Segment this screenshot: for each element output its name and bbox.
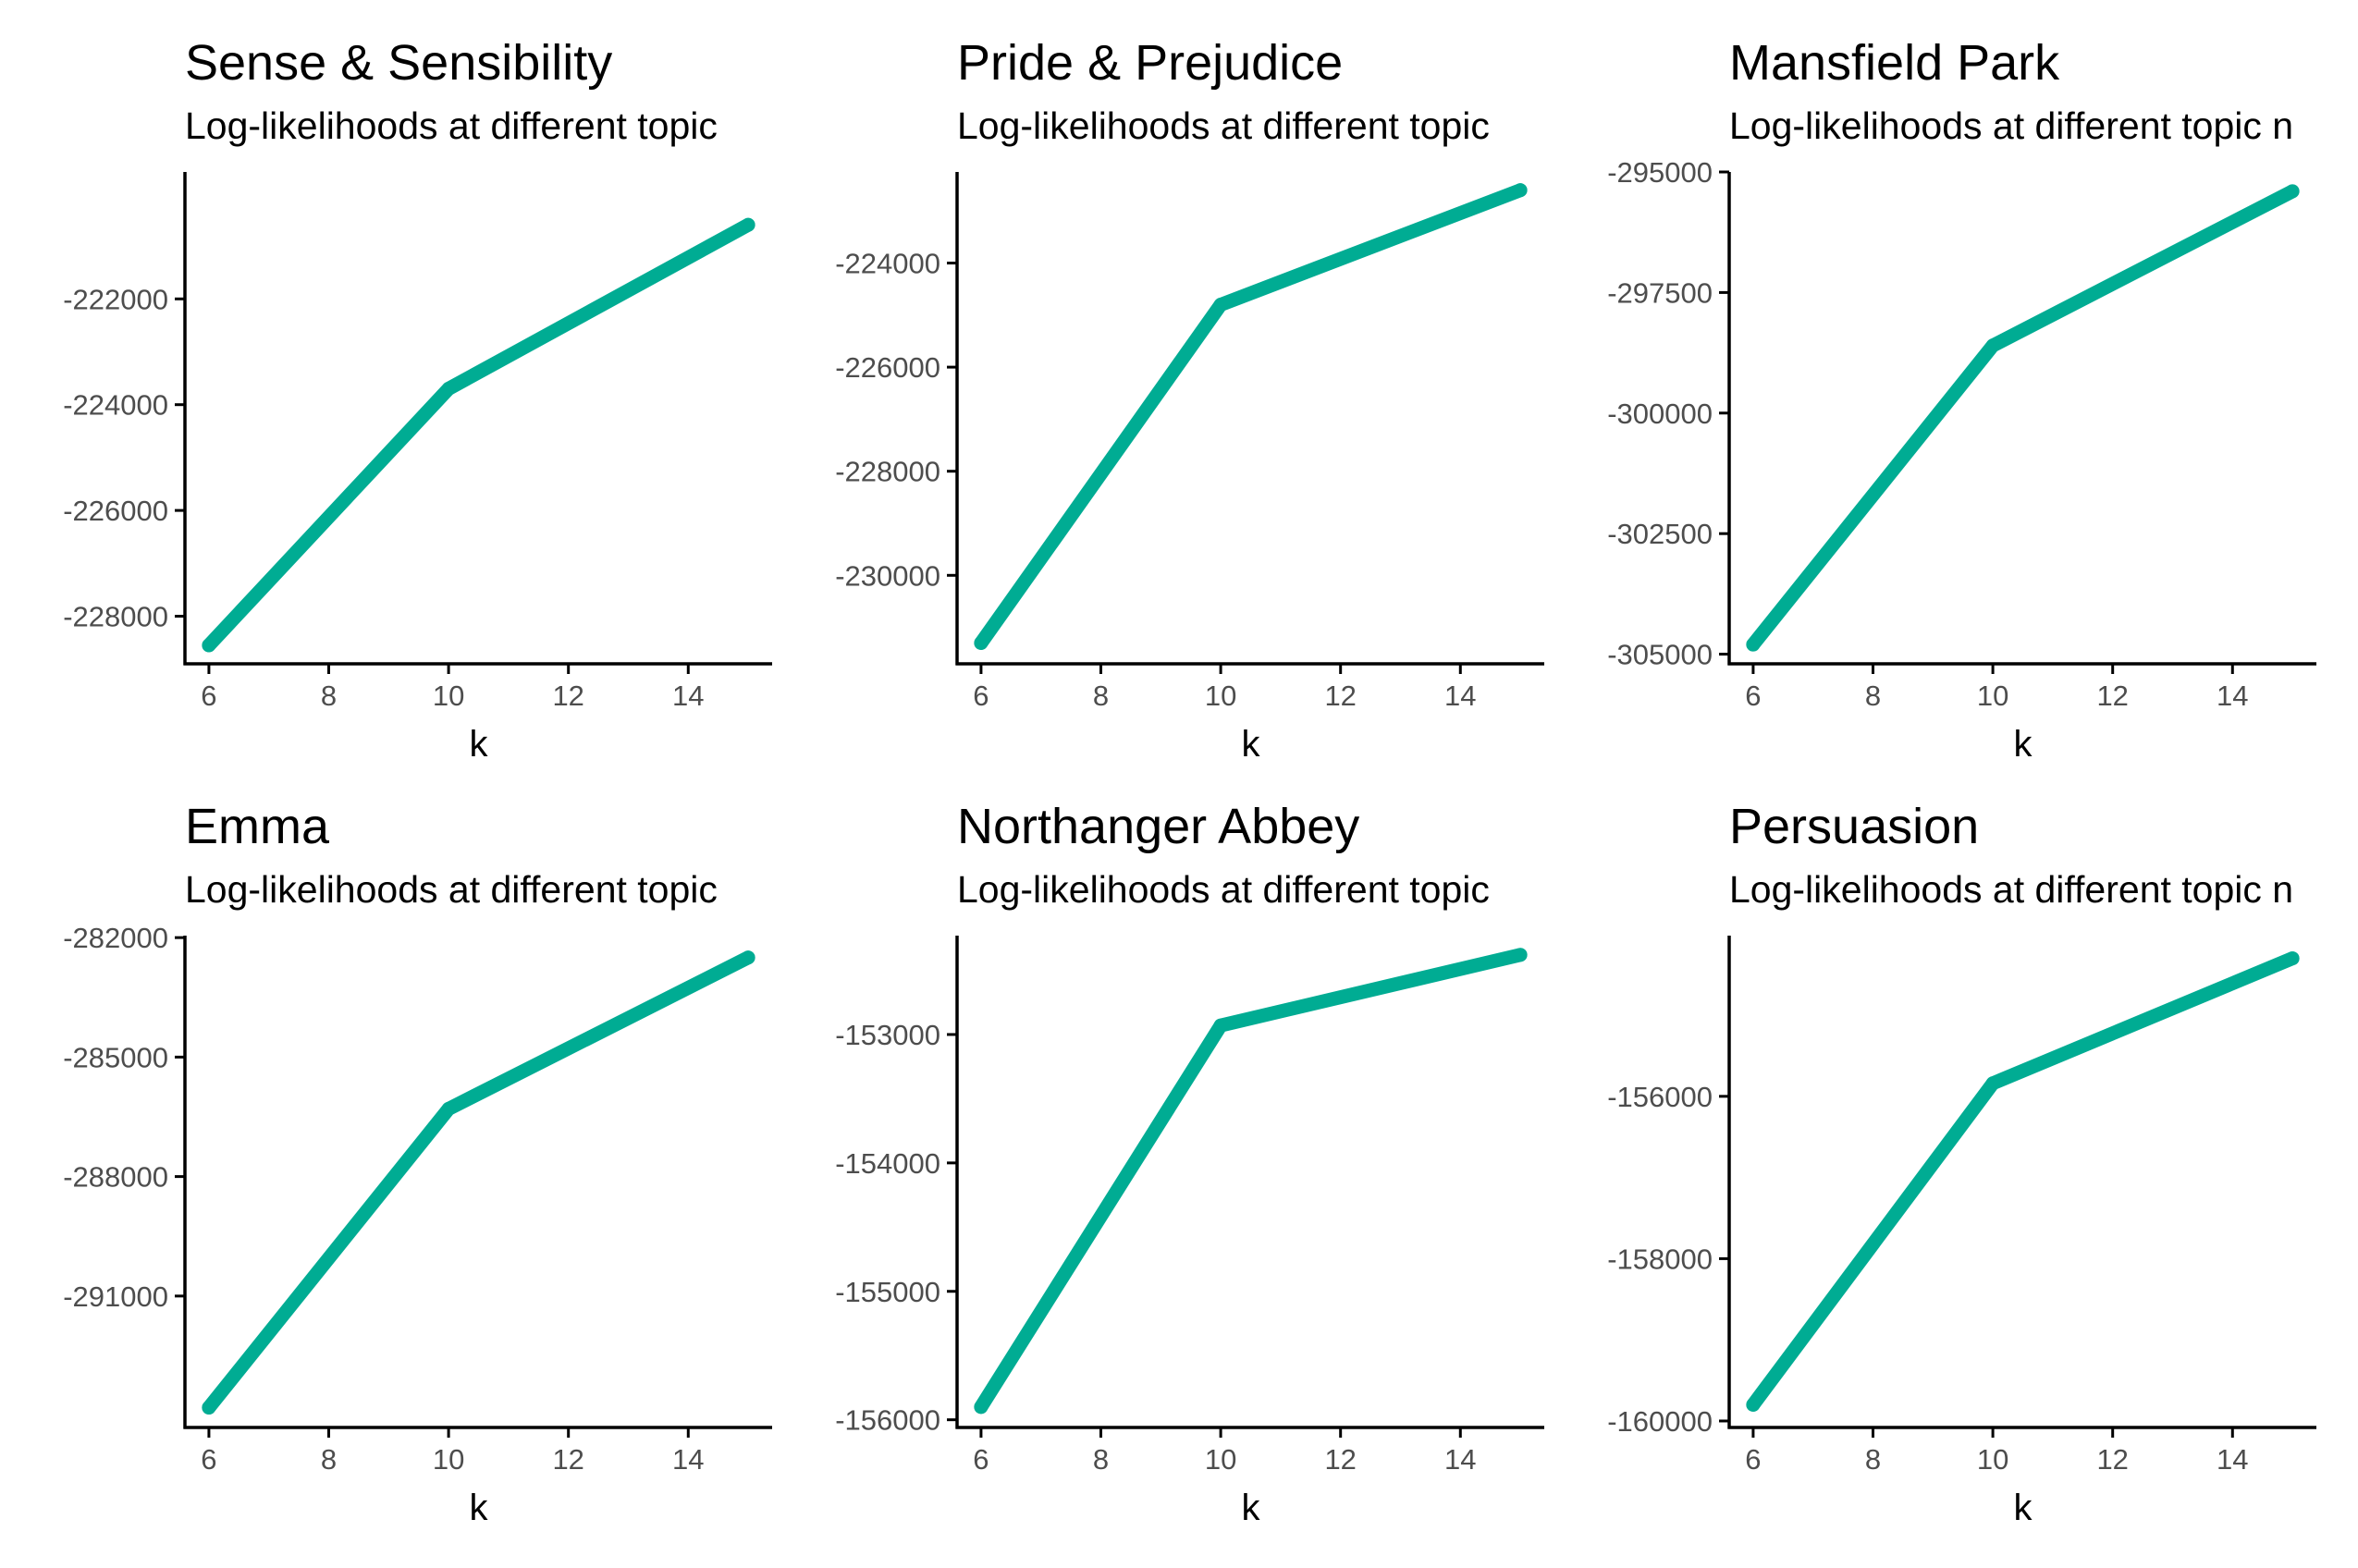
x-tick-label: 6 — [973, 680, 989, 712]
x-tick-label: 12 — [552, 1443, 583, 1476]
chart-panel-6: Persuasion Log-likelihoods at different t… — [1607, 799, 2316, 1528]
x-tick-label: 14 — [672, 1443, 704, 1476]
panel-subtitle: Log-likelihoods at different topic — [185, 104, 718, 147]
x-tick-label: 14 — [2217, 1443, 2248, 1476]
x-tick-label: 12 — [2096, 1443, 2128, 1476]
x-tick-label: 14 — [1444, 680, 1476, 712]
data-point — [974, 635, 989, 650]
y-tick-label: -305000 — [1607, 639, 1713, 671]
data-point — [1746, 637, 1761, 652]
x-tick-label: 12 — [1324, 680, 1356, 712]
data-point — [741, 217, 755, 232]
y-tick-label: -156000 — [835, 1404, 940, 1437]
data-point — [974, 1400, 989, 1415]
x-tick-label: 14 — [1444, 1443, 1476, 1476]
data-point — [1213, 1018, 1228, 1033]
y-tick-label: -297500 — [1607, 276, 1713, 309]
x-axis-title: k — [2014, 724, 2033, 765]
x-axis-title: k — [470, 1488, 489, 1528]
chart-panel-4: Emma Log-likelihoods at different topic 6 8… — [63, 799, 772, 1528]
x-tick-label: 8 — [1865, 680, 1881, 712]
y-tick-label: -224000 — [63, 389, 168, 422]
x-tick-label: 8 — [321, 680, 337, 712]
data-point — [1513, 948, 1528, 962]
x-tick-label: 6 — [1745, 680, 1761, 712]
data-point — [2285, 184, 2300, 199]
x-axis-title: k — [470, 724, 489, 765]
x-tick-label: 6 — [201, 680, 216, 712]
data-point — [202, 1400, 216, 1415]
y-tick-label: -224000 — [835, 248, 940, 280]
data-point — [1985, 1076, 2000, 1091]
x-tick-label: 8 — [1093, 1443, 1109, 1476]
x-tick-label: 6 — [201, 1443, 216, 1476]
x-tick-label: 12 — [2096, 680, 2128, 712]
panel-subtitle: Log-likelihoods at different topic — [957, 104, 1490, 147]
x-tick-label: 10 — [1205, 1443, 1236, 1476]
y-tick-label: -282000 — [63, 922, 168, 954]
panel-title: Pride & Prejudice — [957, 35, 1343, 91]
panel-title: Northanger Abbey — [957, 799, 1359, 854]
y-tick-label: -300000 — [1607, 398, 1713, 430]
x-tick-label: 10 — [433, 1443, 464, 1476]
y-tick-label: -158000 — [1607, 1243, 1713, 1275]
data-point — [741, 950, 755, 965]
data-point — [1985, 338, 2000, 353]
panel-title: Persuasion — [1729, 799, 1979, 854]
data-point — [1513, 183, 1528, 198]
panel-subtitle: Log-likelihoods at different topic — [957, 868, 1490, 911]
x-axis-title: k — [1242, 1488, 1261, 1528]
x-tick-label: 10 — [1977, 680, 2008, 712]
panel-subtitle: Log-likelihoods at different topic n — [1729, 868, 2293, 911]
x-axis-title: k — [2014, 1488, 2033, 1528]
y-tick-label: -228000 — [63, 601, 168, 633]
data-point — [441, 1101, 456, 1116]
y-tick-label: -156000 — [1607, 1081, 1713, 1113]
y-tick-label: -226000 — [835, 351, 940, 384]
data-point — [1746, 1397, 1761, 1412]
y-tick-label: -302500 — [1607, 518, 1713, 550]
x-tick-label: 12 — [552, 680, 583, 712]
y-tick-label: -154000 — [835, 1147, 940, 1180]
y-tick-label: -285000 — [63, 1041, 168, 1073]
x-tick-label: 8 — [1865, 1443, 1881, 1476]
x-tick-label: 12 — [1324, 1443, 1356, 1476]
panel-subtitle: Log-likelihoods at different topic n — [1729, 104, 2293, 147]
chart-panel-2: Pride & Prejudice Log-likelihoods at diff… — [835, 35, 1544, 765]
y-tick-label: -291000 — [63, 1280, 168, 1313]
x-axis-title: k — [1242, 724, 1261, 765]
y-tick-label: -288000 — [63, 1161, 168, 1194]
chart-panel-5: Northanger Abbey Log-likelihoods at diffe… — [835, 799, 1544, 1528]
data-point — [2285, 951, 2300, 966]
y-tick-label: -295000 — [1607, 156, 1713, 189]
x-tick-label: 14 — [672, 680, 704, 712]
x-tick-label: 10 — [1977, 1443, 2008, 1476]
panel-title: Mansfield Park — [1729, 35, 2060, 91]
panel-title: Emma — [185, 799, 330, 854]
panel-subtitle: Log-likelihoods at different topic — [185, 868, 718, 911]
panel-title: Sense & Sensibility — [185, 35, 612, 91]
x-tick-label: 6 — [1745, 1443, 1761, 1476]
y-tick-label: -160000 — [1607, 1405, 1713, 1438]
y-tick-label: -230000 — [835, 559, 940, 592]
x-tick-label: 14 — [2217, 680, 2248, 712]
x-tick-label: 10 — [1205, 680, 1236, 712]
y-tick-label: -228000 — [835, 456, 940, 488]
data-point — [441, 382, 456, 397]
y-tick-label: -153000 — [835, 1019, 940, 1051]
x-tick-label: 8 — [1093, 680, 1109, 712]
data-point — [202, 638, 216, 653]
y-tick-label: -155000 — [835, 1276, 940, 1308]
data-point — [1213, 298, 1228, 312]
chart-panel-1: Sense & Sensibility Log-likelihoods at di… — [63, 35, 772, 765]
x-tick-label: 6 — [973, 1443, 989, 1476]
y-tick-label: -226000 — [63, 495, 168, 527]
y-tick-label: -222000 — [63, 283, 168, 315]
chart-panel-3: Mansfield Park Log-likelihoods at differe… — [1607, 35, 2316, 765]
x-tick-label: 8 — [321, 1443, 337, 1476]
x-tick-label: 10 — [433, 680, 464, 712]
